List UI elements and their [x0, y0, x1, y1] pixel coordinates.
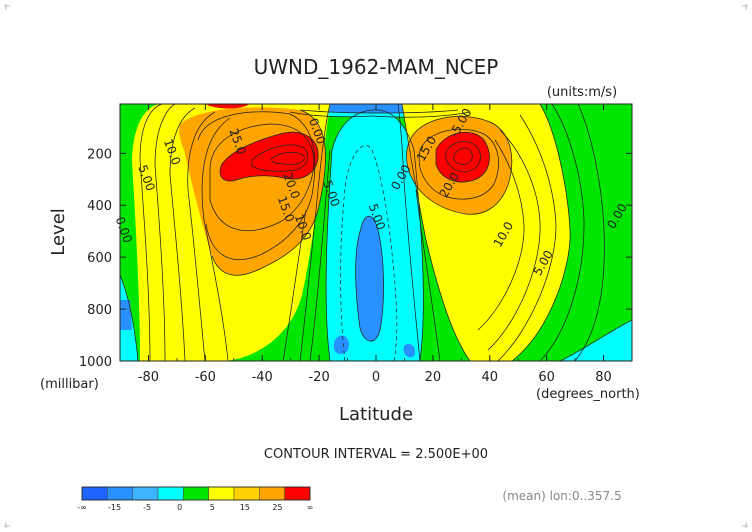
- x-tick-label: -20: [308, 370, 329, 385]
- contour-line: [197, 111, 316, 260]
- colorbar-frame: [81, 486, 311, 501]
- fill-band-neg-15-to-neg-5-blob-2: [403, 343, 416, 358]
- fill-band-neg-15-to-neg-5-edge: [120, 300, 132, 330]
- contour-line: [511, 104, 571, 361]
- contour-interval-label: CONTOUR INTERVAL = 2.500E+00: [264, 447, 488, 462]
- contour-line: [355, 215, 384, 342]
- footnote-mean-lon: (mean) lon:0..357.5: [502, 489, 621, 503]
- contour-line: [418, 128, 499, 200]
- x-axis-ticks: -80 -60 -40 -20 0 20 40 60 80: [119, 104, 633, 385]
- colorbar-label: -15: [108, 503, 121, 512]
- contour-line: [453, 147, 473, 165]
- x-tick-label: 40: [482, 370, 499, 385]
- units-label: (units:m/s): [547, 85, 617, 100]
- x-tick-label: 0: [372, 370, 380, 385]
- contour-line: [299, 104, 331, 361]
- contour-line: [406, 116, 513, 215]
- negative-contours: [340, 145, 398, 361]
- colorbar-label: 15: [240, 503, 250, 512]
- colorbar-label: 25: [272, 503, 282, 512]
- colorbar-swatch: [132, 486, 159, 501]
- fill-band-neg-15-to-neg-5-blob: [333, 335, 349, 355]
- colorbar-label: 5: [210, 503, 215, 512]
- chart-title: UWND_1962-MAM_NCEP: [254, 55, 499, 79]
- fill-band-neg-15-to-neg-5-interior: [355, 216, 384, 342]
- contour-line: [325, 109, 424, 361]
- y-axis-label: Level: [48, 208, 69, 256]
- contour-line: [289, 111, 471, 118]
- fill-band-25-plus-right-jet: [436, 132, 490, 183]
- contour-line: [169, 107, 196, 361]
- contour-line: [309, 149, 331, 361]
- contour-line: [539, 104, 585, 361]
- y-tick-label: 200: [87, 147, 112, 162]
- contour-line: [497, 114, 557, 361]
- contour-line: [251, 144, 309, 172]
- contour-line: [574, 104, 605, 361]
- contour-line: [397, 104, 421, 361]
- contour-line: [415, 189, 441, 361]
- contour-fills: [120, 104, 632, 361]
- x-tick-label: 20: [425, 370, 442, 385]
- colorbar-swatch: [259, 486, 285, 501]
- contour-line: [271, 152, 305, 165]
- contour-line: [219, 132, 319, 182]
- colorbar-label: -∞: [77, 503, 87, 512]
- fill-band-25-plus-left-jet: [219, 132, 319, 182]
- colorbar-swatch: [284, 486, 311, 501]
- colorbar-swatch: [81, 486, 108, 501]
- contour-line: [201, 117, 231, 361]
- colorbar-label: 0: [177, 503, 182, 512]
- fill-band-25-plus-top: [205, 104, 250, 109]
- y-tick-label: 400: [87, 199, 112, 214]
- colorbar-label: ∞: [307, 503, 314, 512]
- contour-line: [435, 131, 490, 183]
- contour-line: [211, 109, 326, 276]
- x-units-label: (degrees_north): [536, 387, 640, 402]
- colorbar-swatch: [107, 486, 133, 501]
- contour-line: [445, 141, 481, 173]
- colorbar-swatch: [183, 486, 209, 501]
- contour-lines: [120, 104, 632, 361]
- contour-line: [401, 104, 471, 361]
- colorbar-swatch: [208, 486, 235, 501]
- contour-line: [120, 274, 139, 361]
- contour-line: [187, 111, 216, 361]
- y-axis-ticks: 200 400 600 800 1000: [79, 147, 632, 370]
- contour-line: [209, 123, 315, 232]
- x-tick-label: 60: [538, 370, 555, 385]
- colorbar-swatch: [157, 486, 184, 501]
- contour-line: [559, 319, 632, 361]
- y-tick-label: 600: [87, 251, 112, 266]
- contour-line: [139, 104, 163, 361]
- colorbar-swatch: [233, 486, 260, 501]
- contour-line: [487, 129, 541, 351]
- contour-line: [154, 104, 176, 361]
- colorbar-label: -5: [143, 503, 151, 512]
- y-units-label: (millibar): [40, 377, 99, 392]
- colorbar: -∞ -15 -5 0 5 15 25 ∞: [77, 486, 314, 512]
- corner-marks: [4, 4, 748, 528]
- contour-line: [282, 209, 307, 361]
- contour-labels: 25.020.015.010.010.05.000.005.005.000.00…: [113, 106, 630, 278]
- x-tick-label: -40: [252, 370, 273, 385]
- y-tick-label: 1000: [79, 355, 112, 370]
- x-tick-label: -60: [195, 370, 216, 385]
- x-axis-label: Latitude: [339, 404, 413, 425]
- y-tick-label: 800: [87, 303, 112, 318]
- x-tick-label: 80: [595, 370, 612, 385]
- contour-line: [301, 109, 459, 114]
- contour-line-dashed: [340, 145, 398, 361]
- x-tick-label: -80: [138, 370, 159, 385]
- contour-line: [477, 139, 525, 331]
